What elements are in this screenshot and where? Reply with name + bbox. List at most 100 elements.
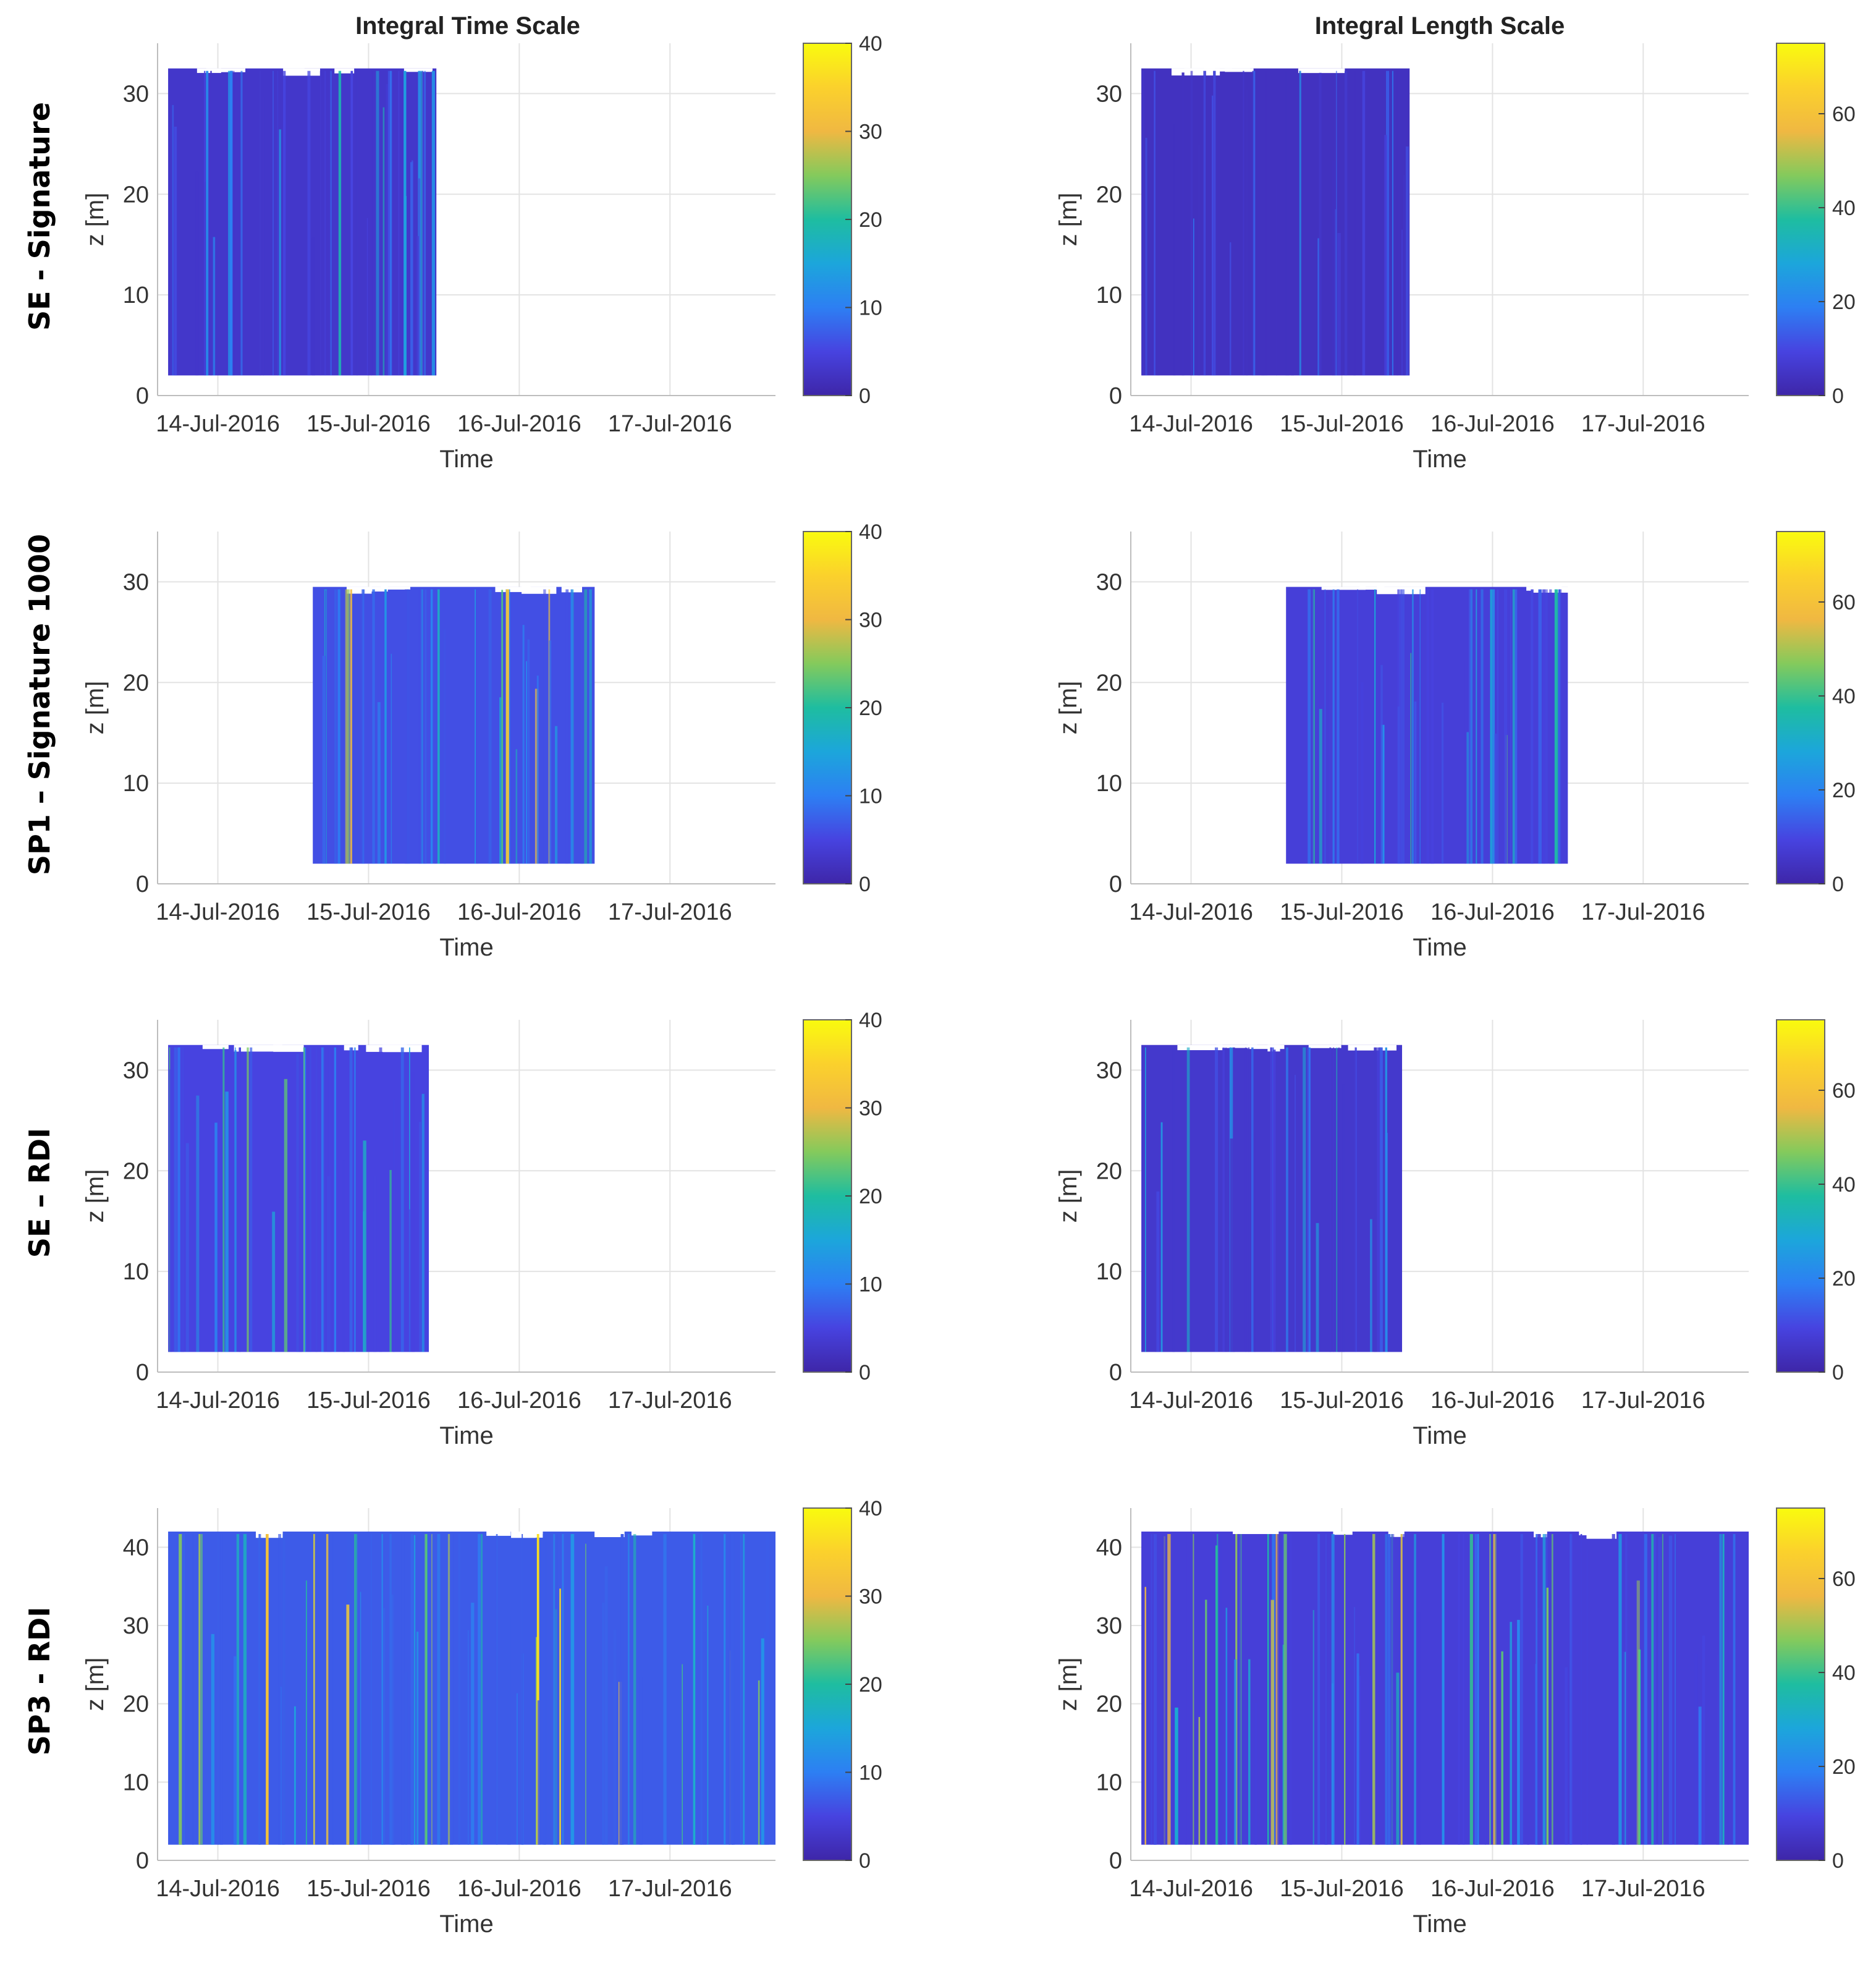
y-tick-label: 10 <box>123 1259 149 1285</box>
value-streak <box>740 1534 742 1845</box>
value-streak <box>376 70 379 376</box>
value-streak <box>332 1534 334 1845</box>
x-tick-label: 14-Jul-2016 <box>156 411 280 437</box>
surface-gap <box>234 1045 282 1052</box>
colorbar <box>803 1507 852 1861</box>
value-streak <box>273 70 274 376</box>
value-streak <box>284 1079 288 1352</box>
y-axis-label: z [m] <box>82 1658 109 1711</box>
value-streak <box>418 178 421 376</box>
value-streak <box>326 1534 329 1845</box>
value-streak <box>1722 1534 1725 1845</box>
value-streak <box>1527 1534 1529 1845</box>
y-tick-label: 0 <box>1109 383 1122 409</box>
value-streak <box>1384 135 1387 376</box>
value-streak <box>229 70 233 376</box>
value-streak <box>1716 1655 1720 1845</box>
value-streak <box>471 1603 475 1845</box>
surface-gap <box>202 1045 229 1049</box>
colorbar-tick-label: 0 <box>859 1361 871 1384</box>
x-tick-label: 17-Jul-2016 <box>608 1876 732 1902</box>
value-streak <box>1324 589 1326 864</box>
value-streak <box>182 1534 184 1845</box>
panel-r1-c1: 0 10 20 30 14-Jul-2016 15-Jul-2016 16-Jul-2016… <box>1055 531 1856 961</box>
value-streak <box>1542 589 1545 864</box>
value-streak <box>338 70 342 376</box>
surface-gap <box>1388 1532 1405 1537</box>
value-streak <box>1270 1047 1272 1352</box>
value-streak <box>382 107 385 376</box>
panel-r3-c1: 0 10 20 30 40 14-Jul-2016 15-Jul-2016 16-Jul-20… <box>1055 1507 1856 1938</box>
x-tick-label: 17-Jul-2016 <box>1581 1876 1705 1902</box>
value-streak <box>1282 1645 1285 1845</box>
value-streak <box>1733 1534 1736 1845</box>
surface-gap <box>334 68 355 74</box>
colorbar-tick-label: 0 <box>1832 873 1844 896</box>
value-streak <box>1357 589 1359 864</box>
x-tick-label: 14-Jul-2016 <box>156 899 280 925</box>
value-streak <box>1466 732 1469 864</box>
value-streak <box>476 589 479 864</box>
x-tick-label: 14-Jul-2016 <box>1129 1876 1253 1902</box>
value-streak <box>1238 1534 1241 1845</box>
value-streak <box>1144 1587 1147 1845</box>
value-streak <box>1372 1534 1375 1845</box>
value-streak <box>1332 160 1336 376</box>
colorbar-tick-label: 60 <box>1832 1079 1856 1103</box>
value-streak <box>1251 1047 1254 1352</box>
value-streak <box>1544 589 1548 864</box>
value-streak <box>589 589 592 864</box>
x-tick-label: 17-Jul-2016 <box>1581 1388 1705 1414</box>
colorbar-tick-label: 40 <box>1832 685 1856 708</box>
value-streak <box>393 1099 395 1352</box>
colorbar-tick-label: 20 <box>1832 290 1856 314</box>
value-streak <box>266 1534 268 1845</box>
surface-gap <box>631 1532 653 1536</box>
value-streak <box>313 1534 315 1845</box>
value-streak <box>1551 1534 1553 1845</box>
value-streak <box>553 1534 556 1845</box>
value-streak <box>1324 1534 1328 1845</box>
surface-gap <box>511 1532 536 1538</box>
value-streak <box>298 1197 302 1352</box>
colorbar-tick-label: 60 <box>1832 103 1856 126</box>
value-streak <box>1327 595 1329 864</box>
x-tick-label: 15-Jul-2016 <box>306 411 431 437</box>
value-streak <box>330 70 332 376</box>
value-streak <box>413 1535 416 1845</box>
value-streak <box>217 1534 219 1845</box>
value-streak <box>1332 589 1335 864</box>
value-streak <box>1477 1534 1479 1845</box>
surface-gap <box>367 587 388 592</box>
value-streak <box>278 1534 281 1845</box>
value-streak <box>1702 1635 1705 1845</box>
value-streak <box>1397 706 1400 864</box>
y-tick-label: 10 <box>123 282 149 308</box>
colorbar <box>803 1019 852 1373</box>
x-tick-label: 17-Jul-2016 <box>608 411 732 437</box>
value-streak <box>1414 1534 1416 1845</box>
value-streak <box>1431 589 1434 864</box>
value-streak <box>1554 589 1558 864</box>
value-streak <box>1546 1587 1549 1845</box>
value-streak <box>766 1534 769 1845</box>
y-axis-label: z [m] <box>1055 681 1082 735</box>
surface-gap <box>273 1045 304 1052</box>
colorbar-tick-label: 30 <box>859 1585 882 1609</box>
row-label-sp1-signature: SP1 – Signature 1000 <box>23 534 56 875</box>
value-streak <box>543 1534 546 1845</box>
value-streak <box>1612 1534 1615 1845</box>
row-label-sp3-rdi: SP3 - RDI <box>23 1607 56 1756</box>
value-streak <box>360 1592 361 1845</box>
value-streak <box>236 1534 240 1845</box>
y-tick-label: 10 <box>1096 771 1122 797</box>
value-streak <box>1362 70 1366 376</box>
value-streak <box>349 1047 352 1352</box>
value-streak <box>1403 1534 1405 1845</box>
value-streak <box>424 70 426 376</box>
value-streak <box>220 1534 223 1845</box>
y-tick-label: 30 <box>123 1613 149 1639</box>
x-tick-label: 17-Jul-2016 <box>608 899 732 925</box>
value-streak <box>1512 1719 1515 1845</box>
